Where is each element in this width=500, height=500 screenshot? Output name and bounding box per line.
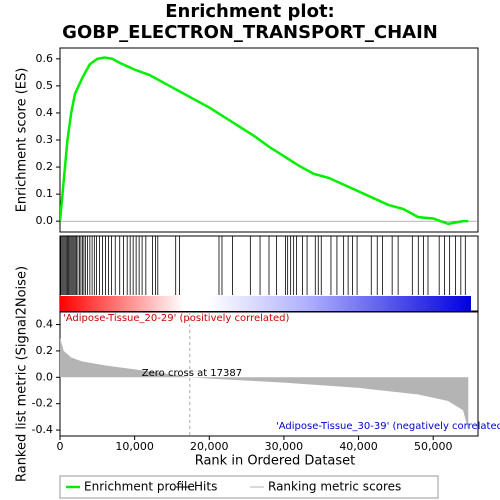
y-tick-label: -0.2 <box>32 397 53 410</box>
legend-label: Hits <box>194 480 217 494</box>
legend-label: Enrichment profile <box>84 480 195 494</box>
chart-title: Enrichment plot: <box>165 1 335 22</box>
y-tick-label: 0.3 <box>36 133 54 146</box>
legend <box>59 475 439 499</box>
x-tick-label: 40,000 <box>339 440 378 453</box>
y-tick-label: 0.5 <box>36 79 54 92</box>
y-tick-label: -0.4 <box>32 423 53 436</box>
es-frame <box>59 47 479 233</box>
x-tick-label: 50,000 <box>414 440 453 453</box>
y-tick-label: 0.2 <box>36 344 54 357</box>
negative-label: 'Adipose-Tissue_30-39' (negatively corre… <box>276 421 500 432</box>
positive-label: 'Adipose-Tissue_20-29' (positively corre… <box>63 313 289 324</box>
y-tick-label: 0.6 <box>36 52 54 65</box>
y-tick-label: 0.4 <box>36 106 54 119</box>
rank-colorbar <box>60 296 471 311</box>
y-tick-label: 0.2 <box>36 160 54 173</box>
x-axis-label: Rank in Ordered Dataset <box>195 454 356 469</box>
legend-label: Ranking metric scores <box>268 480 401 494</box>
y-tick-label: 0.4 <box>36 318 54 331</box>
y-tick-label: 0.0 <box>36 214 54 227</box>
y-tick-label: 0.1 <box>36 187 54 200</box>
x-tick-label: 0 <box>57 440 64 453</box>
x-tick-label: 20,000 <box>190 440 229 453</box>
metric-area <box>60 337 469 431</box>
es-curve <box>60 56 469 226</box>
x-tick-label: 10,000 <box>115 440 154 453</box>
y-axis-label: Enrichment score (ES) <box>15 68 30 213</box>
x-tick-label: 30,000 <box>265 440 304 453</box>
y-axis-label: Ranked list metric (Signal2Noise) <box>15 266 30 482</box>
y-tick-label: 0.0 <box>36 370 54 383</box>
zero-cross-label: Zero cross at 17387 <box>142 368 242 379</box>
chart-subtitle: GOBP_ELECTRON_TRANSPORT_CHAIN <box>62 22 438 43</box>
